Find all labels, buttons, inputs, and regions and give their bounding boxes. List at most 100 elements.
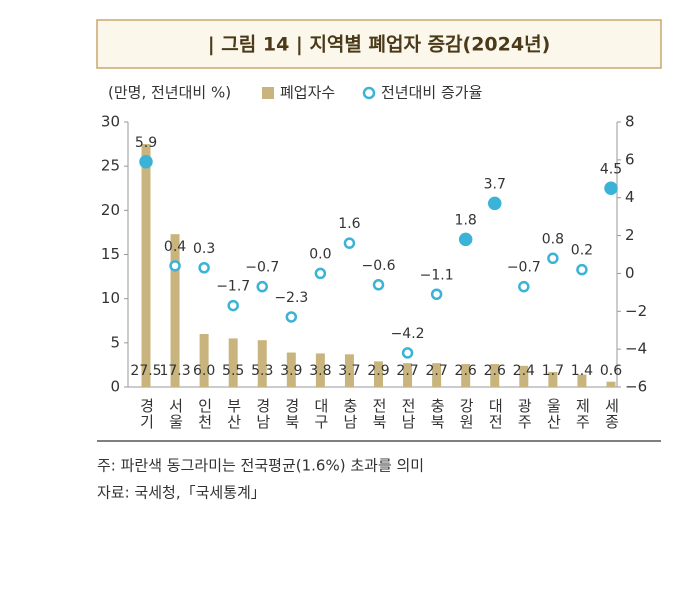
x-tick-label: 광주 xyxy=(515,398,533,430)
x-tick-label: 서울 xyxy=(167,398,185,430)
bar-value-label: 2.7 xyxy=(425,363,447,379)
x-tick-label: 부산 xyxy=(225,398,243,430)
point-value-label: −1.7 xyxy=(216,279,250,295)
point-value-label: 0.2 xyxy=(571,243,593,259)
note: 자료: 국세청,「국세통계」 xyxy=(97,484,266,502)
point xyxy=(343,237,356,249)
point-value-label: −0.6 xyxy=(362,258,396,274)
point-value-label: 0.3 xyxy=(193,241,215,257)
point-value-label: 1.6 xyxy=(338,216,360,232)
point xyxy=(576,263,588,276)
bar-value-label: 3.8 xyxy=(309,363,331,379)
bar-value-label: 0.6 xyxy=(600,363,622,379)
bar xyxy=(461,364,471,387)
bar xyxy=(490,364,500,387)
x-tick-label: 충남 xyxy=(341,398,359,430)
x-tick-label: 경남 xyxy=(254,398,272,430)
x-tick-label: 경북 xyxy=(283,398,301,430)
point xyxy=(139,155,153,169)
bar-value-label: 5.5 xyxy=(222,363,244,379)
point xyxy=(198,262,210,274)
x-tick-label: 세종 xyxy=(603,398,621,430)
bar xyxy=(606,381,616,387)
bar xyxy=(577,374,587,387)
point-value-label: 0.4 xyxy=(164,239,186,255)
y-tick-label: 0 xyxy=(110,378,120,396)
bar xyxy=(374,361,383,387)
unit-label: (만명, 전년대비 %) xyxy=(108,84,231,102)
point xyxy=(227,299,239,312)
bar-value-label: 1.7 xyxy=(542,363,564,379)
point xyxy=(488,196,502,211)
y2-tick-label: 2 xyxy=(625,226,635,244)
bar-value-label: 2.6 xyxy=(484,363,506,379)
point xyxy=(547,252,559,265)
x-tick-label: 제주 xyxy=(573,398,591,430)
point-value-label: 1.8 xyxy=(455,212,477,228)
point-value-label: 3.7 xyxy=(484,176,506,192)
bar xyxy=(519,365,529,387)
point-value-label: 0.8 xyxy=(542,231,564,247)
bar-value-label: 5.3 xyxy=(251,363,273,379)
point xyxy=(430,288,443,300)
bar-value-label: 1.4 xyxy=(571,363,593,379)
point xyxy=(169,260,181,272)
x-tick-label: 대전 xyxy=(486,398,504,430)
x-tick-label: 강원 xyxy=(457,398,475,430)
point xyxy=(256,280,268,293)
bar xyxy=(228,338,238,387)
x-tick-label: 충북 xyxy=(428,398,446,430)
bar xyxy=(315,353,325,387)
legend-swatch xyxy=(262,87,274,99)
point-value-label: 4.5 xyxy=(600,161,622,177)
point-value-label: −4.2 xyxy=(391,326,425,342)
point xyxy=(458,232,473,247)
y-tick-label: 5 xyxy=(110,333,120,351)
point xyxy=(372,279,385,291)
point-value-label: −0.7 xyxy=(245,260,279,276)
bar-value-label: 17.3 xyxy=(159,363,190,379)
y-tick-label: 20 xyxy=(101,201,120,219)
bar-value-label: 6.0 xyxy=(193,363,215,379)
bar xyxy=(170,234,180,387)
point xyxy=(604,181,618,195)
bar-value-label: 3.7 xyxy=(338,363,360,379)
bar xyxy=(286,352,296,387)
bar-value-label: 2.4 xyxy=(513,363,535,379)
bar-value-label: 2.9 xyxy=(367,363,389,379)
x-tick-label: 전남 xyxy=(399,398,417,430)
title-box xyxy=(96,19,662,69)
point-value-label: 0.0 xyxy=(309,246,331,262)
legend-label: 전년대비 증가율 xyxy=(381,84,482,102)
point xyxy=(314,267,327,280)
bar-value-label: 2.7 xyxy=(396,363,418,379)
bar xyxy=(403,363,413,387)
point xyxy=(401,347,414,359)
x-tick-label: 대구 xyxy=(312,398,330,430)
y2-tick-label: 4 xyxy=(625,188,635,206)
y-tick-label: 25 xyxy=(101,157,120,175)
x-tick-label: 인천 xyxy=(196,398,214,430)
bar-value-label: 27.5 xyxy=(130,363,161,379)
point-value-label: −1.1 xyxy=(420,267,454,283)
point xyxy=(285,311,298,323)
y-tick-label: 10 xyxy=(101,289,120,307)
legend-label: 폐업자수 xyxy=(280,84,335,102)
bar xyxy=(257,340,267,387)
y-tick-label: 15 xyxy=(101,245,120,263)
point-value-label: −2.3 xyxy=(274,290,308,306)
y2-tick-label: 8 xyxy=(625,113,635,131)
point-value-label: 5.9 xyxy=(135,135,157,151)
bar-value-label: 3.9 xyxy=(280,363,302,379)
chart-title: | 그림 14 | 지역별 폐업자 증감(2024년) xyxy=(208,34,551,56)
bar xyxy=(344,354,354,387)
x-tick-label: 경기 xyxy=(138,398,156,430)
bar xyxy=(432,363,442,387)
bar-value-label: 2.6 xyxy=(455,363,477,379)
y2-tick-label: 6 xyxy=(625,150,635,168)
x-tick-label: 전북 xyxy=(370,398,388,430)
x-tick-label: 울산 xyxy=(544,398,562,430)
bar xyxy=(199,334,209,387)
y2-tick-label: −4 xyxy=(625,340,647,358)
